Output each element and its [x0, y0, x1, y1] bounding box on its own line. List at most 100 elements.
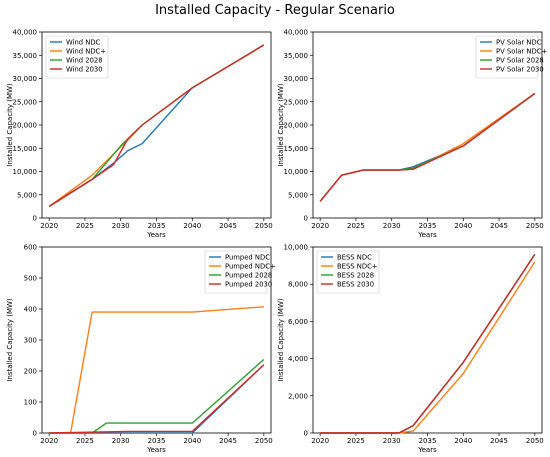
series-line-3 — [319, 92, 536, 202]
y-tick-label: 0 — [33, 215, 37, 223]
legend-entry: Wind NDC+ — [66, 47, 106, 55]
x-tick-label: 2020 — [311, 437, 329, 445]
x-tick-label: 2020 — [311, 222, 329, 230]
legend-entry: Wind NDC — [66, 38, 101, 46]
y-axis-label: Installed Capacity (MW) — [6, 83, 14, 167]
legend-entry: BESS 2028 — [337, 271, 374, 279]
series-line-4 — [320, 254, 536, 434]
x-tick-label: 2040 — [183, 437, 201, 445]
y-tick-label: 15,000 — [13, 145, 38, 153]
y-tick-label: 200 — [24, 368, 37, 376]
legend-entry: Wind 2030 — [66, 65, 103, 73]
y-tick-label: 25,000 — [284, 98, 309, 106]
legend-entry: Pumped NDC+ — [225, 262, 276, 270]
x-tick-label: 2035 — [419, 437, 437, 445]
y-tick-label: 2,000 — [288, 392, 308, 400]
y-tick-label: 500 — [24, 275, 37, 283]
y-tick-label: 100 — [24, 399, 37, 407]
legend-box — [204, 250, 268, 294]
y-tick-label: 6,000 — [288, 318, 308, 326]
x-tick-label: 2040 — [183, 222, 201, 230]
chart-panel-1: 2020 2025 2030 2035 2040 2045 2050 0 5,000 10,000… — [6, 29, 273, 240]
x-tick-label: 2045 — [219, 437, 237, 445]
x-tick-label: 2030 — [383, 222, 401, 230]
x-tick-label: 2045 — [490, 222, 508, 230]
x-tick-label: 2025 — [347, 437, 365, 445]
y-tick-label: 20,000 — [13, 122, 38, 130]
y-tick-label: 25,000 — [13, 98, 38, 106]
legend-entry: BESS NDC+ — [337, 262, 378, 270]
y-tick-label: 0 — [33, 430, 37, 438]
legend-entry: Wind 2028 — [66, 56, 103, 64]
x-tick-label: 2035 — [419, 222, 437, 230]
y-tick-label: 0 — [304, 215, 308, 223]
x-tick-label: 2050 — [526, 437, 544, 445]
series-group — [320, 254, 536, 434]
x-tick-label: 2025 — [347, 222, 365, 230]
x-tick-label: 2040 — [454, 222, 472, 230]
legend-box — [475, 35, 539, 79]
x-tick-label: 2030 — [112, 437, 130, 445]
y-tick-label: 30,000 — [284, 75, 309, 83]
y-tick-label: 10,000 — [284, 244, 309, 252]
series-line-1 — [319, 92, 536, 202]
chart-panel-2: 2020 2025 2030 2035 2040 2045 2050 0 5,000 10,000… — [277, 29, 547, 240]
chart-panel-4: 2020 2025 2030 2035 2040 2045 2050 0 2,000 4,000 6… — [277, 244, 544, 455]
y-tick-label: 5,000 — [288, 191, 308, 199]
y-tick-label: 20,000 — [284, 122, 309, 130]
series-line-2 — [319, 92, 536, 202]
legend-entry: Pumped 2030 — [225, 280, 272, 288]
x-axis-label: Years — [417, 446, 437, 454]
x-tick-label: 2030 — [383, 437, 401, 445]
y-tick-label: 300 — [24, 337, 37, 345]
chart-grid: 2020 2025 2030 2035 2040 2045 2050 0 5,000 10,000… — [6, 29, 547, 455]
y-tick-label: 35,000 — [284, 52, 309, 60]
x-tick-label: 2040 — [454, 437, 472, 445]
x-tick-label: 2045 — [219, 222, 237, 230]
series-group — [319, 92, 536, 202]
legend-entry: BESS NDC — [337, 253, 372, 261]
x-tick-label: 2050 — [526, 222, 544, 230]
y-tick-label: 10,000 — [284, 168, 309, 176]
y-tick-label: 600 — [24, 244, 37, 252]
legend-entry: Pumped 2028 — [225, 271, 272, 279]
legend-entry: BESS 2030 — [337, 280, 374, 288]
y-tick-label: 15,000 — [284, 145, 309, 153]
figure-title: Installed Capacity - Regular Scenario — [155, 3, 395, 18]
y-tick-label: 0 — [304, 430, 308, 438]
y-axis-label: Installed Capacity (MW) — [6, 298, 14, 382]
x-tick-label: 2050 — [255, 437, 273, 445]
legend-entry: PV Solar NDC — [496, 38, 542, 46]
legend-entry: Pumped NDC — [225, 253, 270, 261]
series-group — [49, 306, 265, 434]
x-tick-label: 2050 — [255, 222, 273, 230]
x-axis-label: Years — [146, 446, 166, 454]
x-tick-label: 2025 — [76, 222, 94, 230]
chart-panel-3: 2020 2025 2030 2035 2040 2045 2050 0 100 200 300 40… — [6, 244, 276, 455]
x-tick-label: 2035 — [148, 222, 166, 230]
legend-box — [45, 35, 109, 79]
series-group — [48, 44, 265, 207]
x-tick-label: 2020 — [40, 222, 58, 230]
legend-entry: PV Solar 2030 — [496, 65, 544, 73]
y-tick-label: 40,000 — [13, 29, 38, 37]
x-tick-label: 2025 — [76, 437, 94, 445]
legend-entry: PV Solar 2028 — [496, 56, 544, 64]
y-tick-label: 10,000 — [13, 168, 38, 176]
y-tick-label: 30,000 — [13, 75, 38, 83]
legend-entry: PV Solar NDC+ — [496, 47, 547, 55]
x-tick-label: 2045 — [490, 437, 508, 445]
x-axis-label: Years — [146, 231, 166, 239]
x-tick-label: 2020 — [40, 437, 58, 445]
legend-box — [316, 250, 380, 294]
y-tick-label: 40,000 — [284, 29, 309, 37]
x-tick-label: 2030 — [112, 222, 130, 230]
x-tick-label: 2035 — [148, 437, 166, 445]
y-tick-label: 8,000 — [288, 281, 308, 289]
x-axis-label: Years — [417, 231, 437, 239]
series-line-4 — [319, 92, 536, 202]
y-tick-label: 35,000 — [13, 52, 38, 60]
